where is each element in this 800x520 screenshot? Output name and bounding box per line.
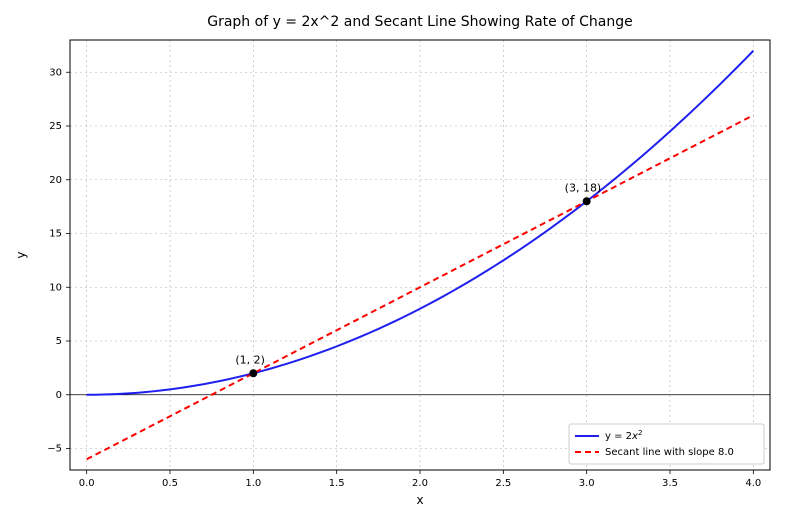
legend: y = 2x2 Secant line with slope 8.0: [569, 424, 764, 464]
xtick-label: 0.5: [162, 478, 178, 489]
ytick-label: 25: [49, 121, 62, 132]
ytick-label: 15: [49, 229, 62, 240]
point-label: (1, 2): [235, 353, 265, 366]
legend-label-secant: Secant line with slope 8.0: [605, 447, 734, 458]
data-point: [583, 197, 591, 205]
chart-container: 0.0 0.5 1.0 1.5 2.0 2.5 3.0 3.5 4.0 −5 0 5 10 15 20 25 3…: [0, 0, 800, 520]
ytick-label: 30: [49, 67, 62, 78]
ytick-label: 0: [56, 390, 62, 401]
legend-label-curve: y = 2x2: [605, 429, 642, 442]
ytick-label: 10: [49, 282, 62, 293]
chart-svg: 0.0 0.5 1.0 1.5 2.0 2.5 3.0 3.5 4.0 −5 0 5 10 15 20 25 3…: [0, 0, 800, 520]
point-label: (3, 18): [565, 181, 602, 194]
ytick-label: −5: [47, 444, 62, 455]
xtick-label: 1.5: [329, 478, 345, 489]
xtick-label: 2.5: [495, 478, 511, 489]
xtick-label: 4.0: [745, 478, 761, 489]
ytick-label: 5: [56, 336, 62, 347]
xtick-label: 0.0: [79, 478, 95, 489]
xtick-label: 2.0: [412, 478, 428, 489]
y-axis-label: y: [14, 251, 28, 258]
x-axis-label: x: [416, 493, 423, 507]
ytick-label: 20: [49, 175, 62, 186]
xtick-label: 3.5: [662, 478, 678, 489]
chart-title: Graph of y = 2x^2 and Secant Line Showin…: [207, 14, 633, 30]
xtick-label: 1.0: [245, 478, 261, 489]
xtick-label: 3.0: [579, 478, 595, 489]
data-point: [249, 369, 257, 377]
